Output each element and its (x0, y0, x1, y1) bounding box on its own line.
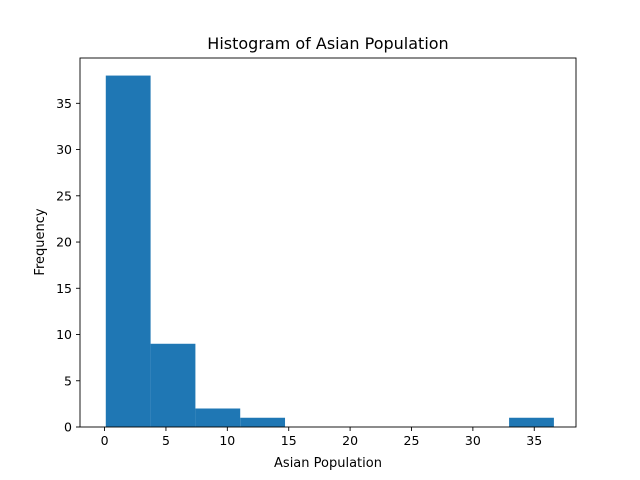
y-axis-ticks: 0 5 10 15 20 25 30 35 (56, 96, 80, 435)
x-axis-ticks: 0 5 10 15 20 25 30 35 (101, 427, 542, 448)
plot-frame (79, 57, 577, 428)
y-tick-label: 35 (56, 96, 72, 111)
x-tick-label: 5 (162, 433, 170, 448)
x-tick-label: 20 (342, 433, 358, 448)
y-tick-label: 15 (56, 281, 72, 296)
bars-group (105, 75, 554, 428)
x-tick-label: 15 (281, 433, 297, 448)
x-tick-label: 25 (404, 433, 420, 448)
x-axis-label: Asian Population (274, 456, 382, 471)
chart-title: Histogram of Asian Population (207, 34, 448, 53)
y-tick-label: 10 (56, 327, 72, 342)
x-tick-label: 0 (101, 433, 109, 448)
x-tick-label: 30 (465, 433, 481, 448)
x-tick-label: 35 (526, 433, 542, 448)
y-axis-label: Frequency (33, 208, 48, 275)
histogram-bar (240, 417, 286, 427)
histogram-bar (195, 408, 241, 427)
y-tick-label: 20 (56, 235, 72, 250)
y-tick-label: 5 (64, 373, 72, 388)
y-tick-label: 25 (56, 188, 72, 203)
x-tick-label: 10 (219, 433, 235, 448)
histogram-bar (105, 75, 151, 428)
histogram-bar (509, 417, 554, 427)
histogram-bar (150, 343, 196, 427)
y-tick-label: 30 (56, 142, 72, 157)
y-tick-label: 0 (64, 420, 72, 435)
